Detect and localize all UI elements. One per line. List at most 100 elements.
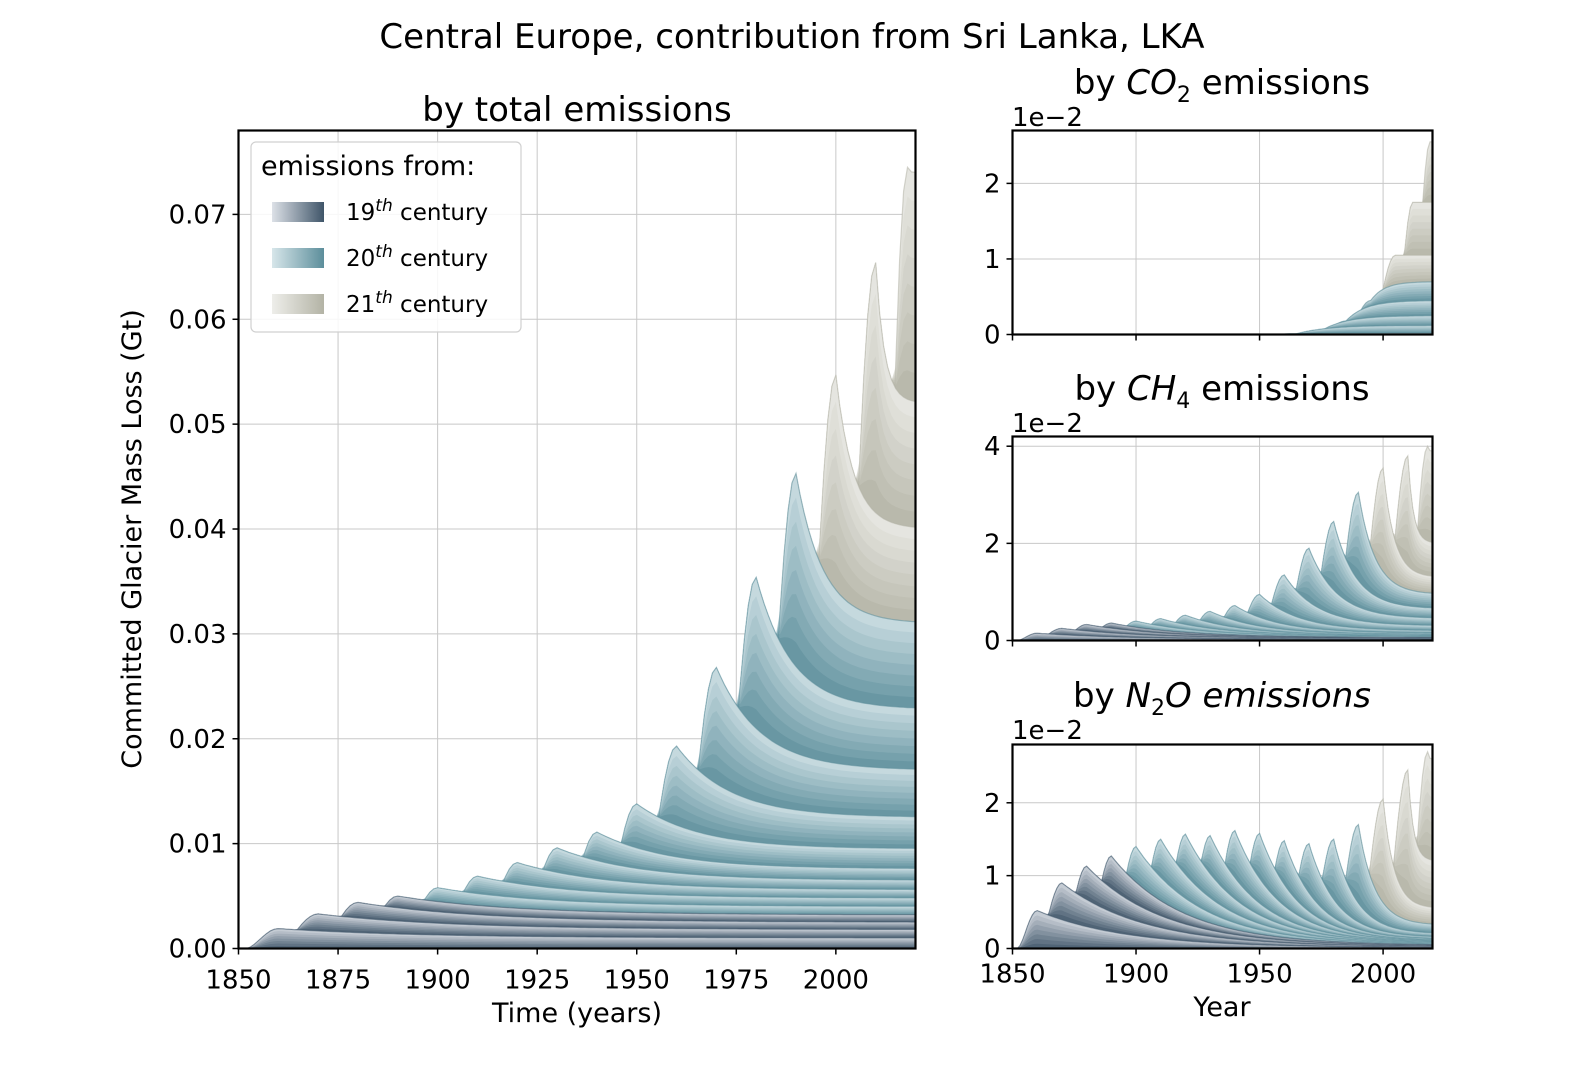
series-line-1900: [1012, 620, 1433, 641]
ytick-label: 0.07: [169, 200, 227, 230]
legend-entry-label: 20th century: [346, 242, 488, 272]
axes-frame-co2: [1011, 129, 1434, 336]
panel-title-total: by total emissions: [422, 90, 732, 130]
series-line-1960: [1012, 839, 1433, 949]
xtick-label: 1925: [504, 966, 570, 996]
series-line-1975: [1012, 315, 1433, 335]
ytick-label: 2: [984, 789, 1001, 819]
series-line-1910: [1012, 838, 1433, 949]
xtick-label: 1900: [405, 966, 471, 996]
panel-n2o: by N2O emissions 1e−2 1850 1900 1950 200001…: [979, 676, 1434, 1023]
ytick-label: 0.06: [169, 305, 227, 335]
ylabel-total: Committed Glacier Mass Loss (Gt): [117, 309, 148, 769]
series-line-1990: [1012, 823, 1433, 949]
ytick-label: 0.02: [169, 725, 227, 755]
xtick-label: 1950: [1226, 960, 1292, 990]
series-line-1890: [1012, 855, 1433, 949]
xtick-label: 1875: [305, 966, 371, 996]
series-line-1985: [1012, 300, 1433, 335]
series-areas-total: [238, 165, 916, 949]
series-line-1965: [1012, 324, 1433, 335]
series-area-1960: [1012, 833, 1433, 949]
series-line-1960: [1012, 574, 1433, 641]
series-line-1990: [238, 471, 916, 949]
series-line-1880: [1012, 865, 1433, 949]
ytick-label: 1: [984, 245, 1001, 275]
ticks-total: 1850 1875 1900 1925 1950 1975 2000 0.00 0.01 0.02…: [169, 200, 869, 995]
series-line-1860: [238, 927, 916, 949]
figure-suptitle: Central Europe, contribution from Sri La…: [379, 17, 1204, 57]
legend-box: [250, 141, 522, 333]
series-areas-co2: [1012, 141, 1433, 335]
xtick-label: 2000: [1350, 960, 1416, 990]
series-line-1880: [238, 901, 916, 949]
scale-label-co2: 1e−2: [1012, 103, 1083, 133]
series-line-1960: [238, 745, 916, 949]
series-line-1870: [1012, 882, 1433, 949]
ytick-label: 0.05: [169, 410, 227, 440]
ticks-co2: 0 1 2: [984, 169, 1384, 351]
ytick-label: 0.03: [169, 620, 227, 650]
series-areas-n2o: [1012, 750, 1433, 949]
ytick-label: 0.01: [169, 830, 227, 860]
xtick-label: 1975: [703, 966, 769, 996]
series-line-1950: [1012, 593, 1433, 641]
legend-entry-label: 21th century: [346, 288, 488, 318]
series-line-1920: [1012, 833, 1433, 949]
legend-swatch: [272, 248, 324, 268]
legend-entry-label: 19th century: [346, 196, 488, 226]
series-line-1950: [238, 803, 916, 949]
series-line-1900: [1012, 845, 1433, 949]
series-line-1970: [1012, 547, 1433, 641]
series-line-1890: [238, 895, 916, 949]
ytick-label: 0.00: [169, 935, 227, 965]
series-area-1860: [1012, 943, 1433, 949]
xtick-label: 1850: [979, 960, 1045, 990]
series-line-1990: [1012, 491, 1433, 641]
series-line-1980: [1012, 838, 1433, 949]
legend: emissions from: 19th century 20th century…: [250, 141, 522, 333]
axes-frame-ch4: [1011, 435, 1434, 642]
series-line-1950: [1012, 832, 1433, 949]
xtick-label: 1900: [1103, 960, 1169, 990]
series-line-1920: [238, 861, 916, 949]
legend-swatch: [272, 294, 324, 314]
ytick-label: 2: [984, 169, 1001, 199]
panel-co2: by CO2 emissions 1e−2 0 1 2: [984, 63, 1434, 351]
xtick-label: 2000: [803, 966, 869, 996]
axes-frame-n2o: [1011, 743, 1434, 950]
scale-label-n2o: 1e−2: [1012, 716, 1083, 746]
series-line-1955: [1012, 332, 1433, 335]
legend-entries: 19th century 20th century 21th century: [272, 196, 488, 318]
xtick-label: 1950: [604, 966, 670, 996]
axes-frame-total: [237, 129, 917, 950]
series-line-1970: [238, 666, 916, 949]
ticks-n2o: 1850 1900 1950 2000 0 1 2: [979, 789, 1416, 990]
ytick-label: 0: [984, 627, 1001, 657]
series-line-1900: [238, 887, 916, 949]
xtick-label: 1850: [205, 966, 271, 996]
legend-swatch: [272, 202, 324, 222]
series-areas-ch4: [1012, 444, 1433, 641]
legend-title: emissions from:: [261, 151, 475, 182]
panel-ch4: by CH4 emissions 1e−2 0 2 4: [984, 369, 1434, 657]
ytick-label: 4: [984, 432, 1001, 462]
series-line-1930: [1012, 834, 1433, 949]
panel-title-n2o: by N2O emissions: [1073, 676, 1371, 721]
ytick-label: 2: [984, 529, 1001, 559]
series-line-1980: [238, 575, 916, 949]
panel-title-ch4: by CH4 emissions: [1074, 369, 1369, 414]
series-line-1860: [1012, 909, 1433, 949]
xlabel-total: Time (years): [491, 998, 662, 1029]
scale-label-ch4: 1e−2: [1012, 409, 1083, 439]
series-line-1980: [1012, 520, 1433, 641]
series-area-1920: [1012, 839, 1433, 949]
ytick-label: 0.04: [169, 515, 227, 545]
series-line-1930: [1012, 610, 1433, 641]
series-line-1995: [1012, 281, 1433, 335]
ticks-ch4: 0 2 4: [984, 432, 1384, 657]
grid-total: [238, 130, 916, 949]
series-area-1860: [1012, 939, 1433, 949]
ytick-label: 1: [984, 862, 1001, 892]
